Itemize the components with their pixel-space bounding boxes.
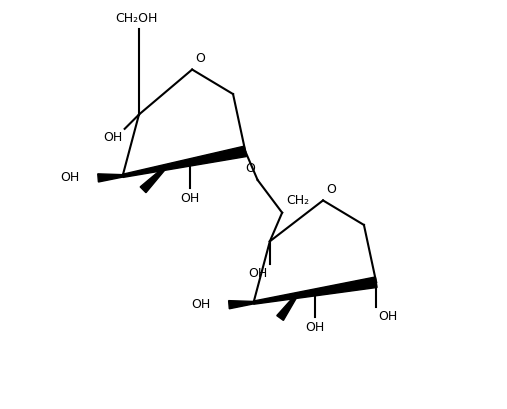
Polygon shape [140,166,166,193]
Text: OH: OH [248,267,268,280]
Polygon shape [229,301,254,309]
Text: O: O [195,52,205,65]
Text: CH₂: CH₂ [286,193,309,207]
Text: CH₂OH: CH₂OH [116,11,158,25]
Polygon shape [277,295,298,320]
Polygon shape [98,174,123,182]
Text: O: O [327,182,336,196]
Text: O: O [246,162,256,175]
Text: OH: OH [60,171,80,184]
Polygon shape [253,277,377,304]
Text: OH: OH [103,131,123,144]
Text: OH: OH [180,192,200,205]
Text: OH: OH [191,298,210,311]
Polygon shape [122,146,246,178]
Text: OH: OH [378,310,397,323]
Text: OH: OH [305,321,324,334]
